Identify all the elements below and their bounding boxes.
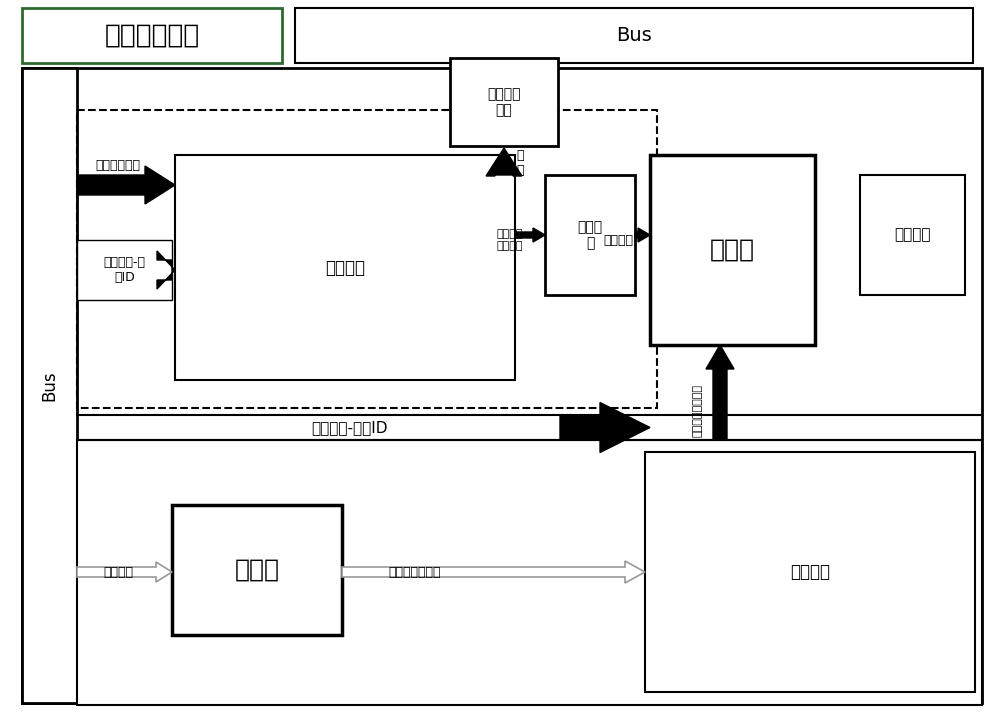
Bar (77, 110, 657, 408)
Bar (545, 175, 635, 295)
Text: Bus: Bus (616, 26, 652, 45)
Bar (22, 68, 77, 703)
Bar (450, 58, 558, 146)
Text: 处理模块: 处理模块 (790, 563, 830, 581)
Text: 类神经传输信号: 类神经传输信号 (389, 565, 441, 578)
Text: 特征信息: 特征信息 (603, 233, 633, 246)
Polygon shape (77, 562, 172, 582)
Text: 计算指令-网
络ID: 计算指令-网 络ID (104, 256, 146, 284)
Polygon shape (515, 228, 545, 242)
Bar (172, 505, 342, 635)
Bar (650, 155, 815, 345)
Bar (77, 240, 172, 300)
Text: 存储模块: 存储模块 (325, 258, 365, 276)
Polygon shape (486, 148, 522, 176)
Polygon shape (706, 345, 734, 440)
Bar (22, 68, 982, 703)
Bar (175, 155, 515, 380)
Bar (22, 8, 282, 63)
Text: 比对模
块: 比对模 块 (577, 220, 603, 250)
Text: 输入信息: 输入信息 (103, 565, 133, 578)
Polygon shape (77, 166, 175, 204)
Polygon shape (560, 403, 650, 453)
Polygon shape (635, 228, 650, 242)
Text: 训练特征
信息集合: 训练特征 信息集合 (497, 229, 523, 251)
Text: Bus: Bus (40, 370, 58, 401)
Text: 信息交换
接口: 信息交换 接口 (487, 87, 521, 117)
Text: 神经编码地址译码: 神经编码地址译码 (693, 383, 703, 436)
Text: 编码器: 编码器 (234, 558, 280, 582)
Polygon shape (342, 561, 645, 583)
Text: 解码器: 解码器 (710, 238, 755, 262)
Text: 初始化特征库: 初始化特征库 (96, 159, 140, 171)
Bar (645, 452, 975, 692)
Text: 类脑协处理器: 类脑协处理器 (104, 23, 200, 49)
Text: 计算指令-网络ID: 计算指令-网络ID (312, 420, 388, 435)
Text: 扩展接口: 扩展接口 (894, 228, 931, 243)
Bar (77, 440, 982, 705)
Bar (860, 175, 965, 295)
Polygon shape (157, 251, 175, 289)
Text: 扫
描: 扫 描 (516, 149, 524, 177)
Bar (295, 8, 973, 63)
